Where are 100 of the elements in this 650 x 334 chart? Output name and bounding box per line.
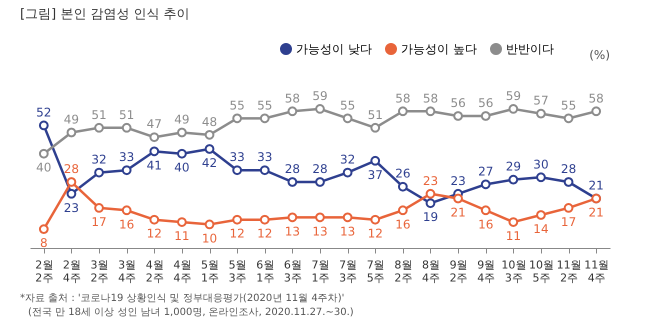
data-label: 13: [340, 224, 356, 238]
x-tick-label: 4월 2주: [146, 258, 164, 284]
point: [177, 148, 187, 159]
x-tick-label: 9월 2주: [450, 258, 468, 284]
data-label: 29: [506, 160, 521, 174]
data-label: 16: [119, 217, 134, 232]
data-label: 28: [312, 162, 328, 176]
data-label: 32: [340, 152, 356, 167]
point: [453, 194, 463, 204]
data-label: 55: [257, 98, 272, 112]
point: [204, 220, 214, 230]
point: [508, 217, 518, 227]
point: [536, 210, 546, 220]
point: [342, 168, 352, 178]
x-tick-label: 11월 2주: [556, 258, 582, 284]
data-label: 32: [91, 152, 107, 167]
point: [426, 106, 436, 116]
x-tick-label: 10월 3주: [501, 258, 526, 284]
data-label: 28: [284, 162, 300, 176]
point: [38, 148, 49, 159]
data-label: 28: [64, 162, 80, 176]
data-label: 40: [36, 160, 52, 175]
point: [177, 217, 187, 227]
data-label: 11: [506, 229, 521, 244]
data-label: 28: [560, 162, 576, 176]
point: [315, 104, 325, 114]
data-label: 40: [174, 160, 190, 175]
point: [508, 174, 518, 185]
point: [260, 214, 270, 225]
x-tick-label: 8월 2주: [394, 258, 412, 284]
data-label: 12: [257, 226, 272, 241]
x-tick-label: 10월 5주: [528, 258, 554, 284]
point: [536, 172, 546, 182]
data-label: 27: [478, 164, 494, 178]
point: [370, 156, 380, 166]
point: [232, 165, 242, 176]
x-tick-label: 3월 4주: [118, 258, 136, 284]
data-label: 52: [36, 105, 52, 120]
point: [370, 214, 380, 225]
data-label: 47: [146, 117, 162, 132]
point: [480, 205, 491, 216]
point: [342, 212, 352, 222]
data-label: 12: [230, 226, 245, 241]
chart-title: [그림] 본인 감염성 인식 추이: [20, 7, 190, 22]
point: [288, 177, 298, 187]
data-label: 12: [368, 226, 383, 241]
point: [204, 130, 214, 140]
data-label: 51: [368, 108, 383, 122]
point: [315, 212, 325, 222]
point: [177, 128, 187, 138]
data-label: 42: [202, 156, 218, 170]
data-label: 33: [257, 150, 272, 164]
point: [204, 144, 214, 154]
point: [398, 182, 408, 192]
point: [342, 113, 352, 124]
data-label: 37: [368, 168, 383, 182]
legend-label: 반반이다: [506, 42, 554, 56]
x-tick-label: 3월 2주: [90, 258, 109, 284]
x-tick-label: 7월 1주: [312, 258, 330, 284]
point: [94, 122, 104, 133]
point: [398, 106, 408, 116]
data-label: 26: [395, 166, 410, 181]
x-tick-label: 9월 4주: [477, 258, 496, 284]
data-label: 49: [174, 112, 190, 126]
point: [122, 165, 132, 176]
point: [94, 203, 104, 213]
point: [149, 132, 160, 142]
data-label: 56: [478, 96, 494, 110]
data-label: 23: [422, 174, 438, 188]
point: [66, 188, 76, 199]
text: *자료 출처 : '코로나19 상황인식 및 정부대응평가(2020년 11월 4주차)': [20, 293, 344, 304]
data-label: 8: [40, 236, 48, 250]
data-label: 41: [146, 158, 162, 172]
data-label: 55: [230, 98, 245, 112]
x-tick-label: 8월 4주: [422, 258, 440, 284]
data-label: 13: [312, 224, 328, 238]
x-tick-label: 5월 3주: [228, 258, 247, 284]
data-label: 17: [91, 214, 107, 229]
point: [66, 128, 76, 138]
data-label: 56: [450, 96, 466, 110]
data-label: 13: [284, 224, 300, 238]
x-tick-label: 4월 4주: [173, 258, 192, 284]
point: [591, 106, 602, 116]
data-label: 49: [64, 112, 80, 126]
data-label: 58: [284, 91, 300, 106]
data-label: 21: [588, 178, 604, 192]
data-label: 51: [119, 108, 134, 122]
point: [122, 205, 132, 216]
point: [288, 212, 298, 222]
data-label: 57: [533, 94, 549, 108]
point: [480, 179, 491, 190]
x-tick-label: 2월 2주: [35, 258, 54, 284]
point: [453, 111, 463, 121]
point: [260, 165, 270, 176]
data-label: 12: [146, 226, 162, 241]
x-tick-label: 7월 3주: [339, 258, 358, 284]
data-label: 21: [450, 206, 466, 220]
point: [149, 214, 160, 225]
data-label: 11: [174, 229, 190, 244]
point: [94, 168, 104, 178]
